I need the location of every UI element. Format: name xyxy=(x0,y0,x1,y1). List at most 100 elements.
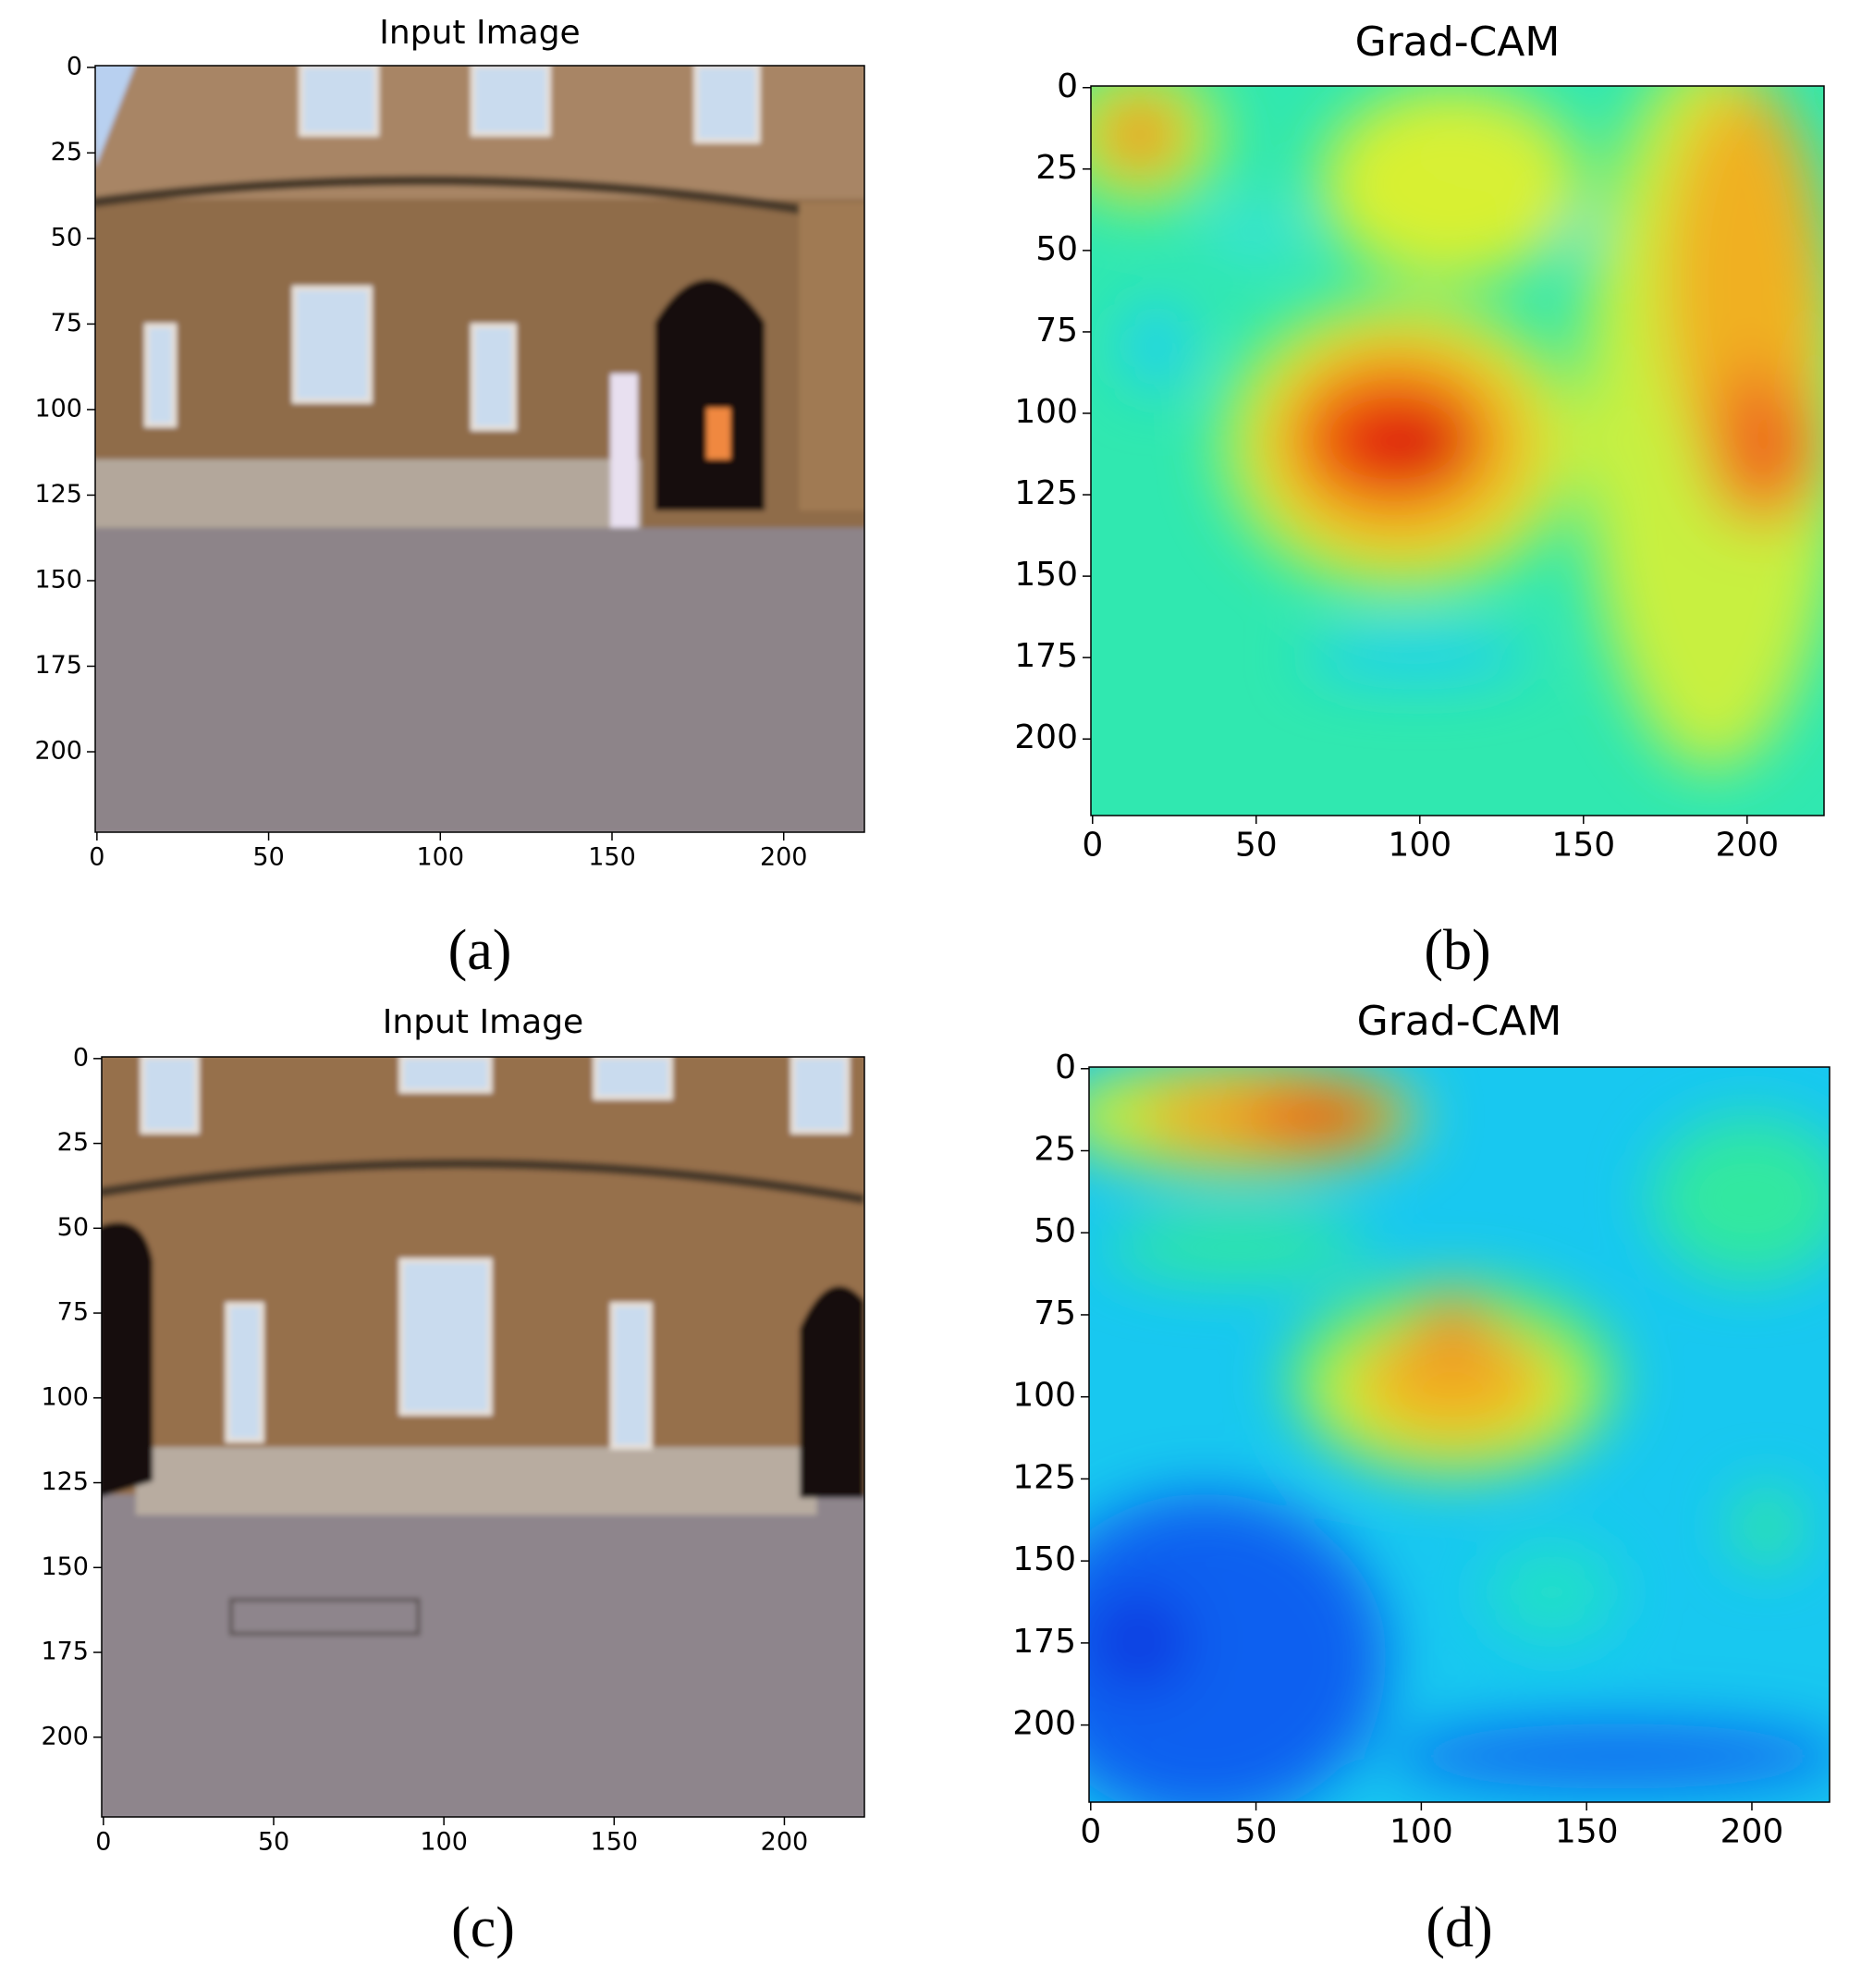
x-tick-label: 100 xyxy=(1390,1813,1453,1851)
panel-title: Grad-CAM xyxy=(1357,998,1562,1045)
y-tick-label: 125 xyxy=(41,1467,89,1496)
y-tick-label: 25 xyxy=(57,1128,89,1157)
heat-blob xyxy=(1733,1487,1800,1566)
y-tick-label: 75 xyxy=(51,309,82,337)
y-tick-label: 75 xyxy=(1035,312,1078,350)
window xyxy=(593,1057,673,1100)
y-tick-label: 125 xyxy=(1014,474,1078,512)
x-tick-label: 100 xyxy=(420,1828,468,1857)
panel: Input Image (a) 0 50 100 150 200 0 25 50 75 100 125 1… xyxy=(34,14,865,982)
y-tick-label: 0 xyxy=(1055,1049,1076,1086)
arch xyxy=(800,1285,864,1499)
window xyxy=(225,1302,264,1443)
heat-blob xyxy=(1319,86,1583,282)
y-tick-label: 150 xyxy=(1012,1540,1076,1578)
arch xyxy=(102,1222,153,1497)
doorway xyxy=(655,279,765,511)
y-tick-label: 50 xyxy=(1035,230,1078,268)
panel-title: Input Image xyxy=(379,14,580,52)
x-tick-label: 150 xyxy=(1555,1813,1619,1851)
heat-blob xyxy=(1123,115,1157,154)
x-tick-label: 50 xyxy=(1235,1813,1278,1851)
y-tick-label: 0 xyxy=(1057,67,1078,105)
window xyxy=(140,1057,200,1135)
y-tick-label: 100 xyxy=(41,1382,89,1411)
heat-blob xyxy=(1360,1319,1546,1439)
x-tick-label: 100 xyxy=(417,843,465,872)
y-tick-label: 200 xyxy=(41,1722,89,1750)
heat-blob xyxy=(1418,131,1583,158)
heatmap xyxy=(1089,1067,1830,1802)
y-tick-label: 150 xyxy=(1014,556,1078,594)
person xyxy=(706,408,731,460)
cornice xyxy=(102,1159,864,1205)
y-tick-label: 200 xyxy=(1014,718,1078,756)
heatmap xyxy=(1091,86,1824,816)
person xyxy=(610,374,638,528)
panel: Grad-CAM (b) 0 50 100 150 200 0 25 50 75 100 125 150 1… xyxy=(1014,18,1825,982)
heat-blob xyxy=(1486,1542,1619,1642)
x-tick-label: 50 xyxy=(252,843,284,872)
y-tick-label: 125 xyxy=(34,480,82,509)
panel: Input Image (c) 0 50 100 150 200 0 25 50 75 100 125 1… xyxy=(41,1003,865,1959)
picture xyxy=(1089,1067,1830,1802)
y-tick-label: 100 xyxy=(1012,1377,1076,1415)
x-tick-label: 50 xyxy=(258,1828,289,1857)
y-tick-label: 50 xyxy=(57,1213,89,1242)
heat-blob xyxy=(1304,630,1533,682)
heat-blobs xyxy=(1091,86,1824,770)
x-tick-label: 200 xyxy=(1715,827,1779,865)
panel-caption: (d) xyxy=(1426,1896,1492,1959)
heat-blob xyxy=(1650,1116,1830,1281)
y-tick-label: 150 xyxy=(41,1552,89,1581)
y-tick-label: 25 xyxy=(1034,1131,1076,1169)
axes-frame xyxy=(1090,85,1825,816)
picture xyxy=(1091,86,1824,816)
axes-frame xyxy=(1088,1066,1830,1803)
window xyxy=(790,1057,851,1135)
x-tick-label: 0 xyxy=(89,843,104,872)
y-tick-label: 50 xyxy=(51,223,82,252)
y-tick-label: 75 xyxy=(57,1298,89,1327)
y-tick-label: 175 xyxy=(34,651,82,680)
panel-caption: (b) xyxy=(1424,919,1490,982)
x-tick-label: 150 xyxy=(588,843,636,872)
cornice xyxy=(95,175,864,226)
window xyxy=(398,1258,493,1417)
y-tick-label: 100 xyxy=(34,394,82,423)
y-tick-label: 175 xyxy=(1012,1623,1076,1661)
heat-blob xyxy=(1745,424,1798,464)
window xyxy=(609,1302,653,1450)
window xyxy=(470,323,517,432)
window xyxy=(291,285,373,404)
panel-caption: (c) xyxy=(451,1896,515,1959)
panel-title: Grad-CAM xyxy=(1355,18,1561,66)
window xyxy=(398,1057,493,1094)
picture xyxy=(95,66,864,832)
heat-blob xyxy=(1386,1723,1830,1789)
y-tick-label: 175 xyxy=(1014,637,1078,675)
x-tick-label: 150 xyxy=(591,1828,639,1857)
heat-blob xyxy=(1123,301,1190,393)
window xyxy=(299,66,380,137)
drain-cover xyxy=(228,1597,421,1637)
y-tick-label: 0 xyxy=(67,52,82,80)
x-tick-label: 0 xyxy=(95,1828,111,1857)
x-tick-label: 200 xyxy=(1720,1813,1784,1851)
heat-blob xyxy=(1089,1591,1189,1691)
x-tick-label: 200 xyxy=(760,843,808,872)
x-tick-label: 50 xyxy=(1235,827,1278,865)
window xyxy=(693,66,761,144)
panel: Grad-CAM (d) 0 50 100 150 200 0 25 50 75 100 125 150 1… xyxy=(1012,998,1830,1959)
heat-blob xyxy=(1247,1089,1393,1143)
y-tick-label: 200 xyxy=(34,737,82,766)
image xyxy=(102,1057,864,1817)
x-tick-label: 0 xyxy=(1080,1813,1101,1851)
axes-frame xyxy=(94,65,865,833)
y-tick-label: 75 xyxy=(1034,1295,1076,1332)
heat-blob xyxy=(1105,1214,1370,1281)
y-tick-label: 25 xyxy=(1035,149,1078,187)
heat-blobs xyxy=(1089,1067,1830,1802)
heat-blob xyxy=(1205,215,1304,250)
